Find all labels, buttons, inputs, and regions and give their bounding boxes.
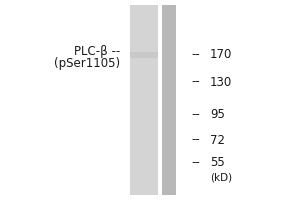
Text: 55: 55 — [210, 156, 225, 170]
Text: 95: 95 — [210, 108, 225, 121]
Text: (pSer1105): (pSer1105) — [54, 58, 120, 71]
Text: --: -- — [192, 134, 200, 146]
Bar — [130, 5, 158, 195]
Bar — [130, 52, 158, 58]
Text: --: -- — [192, 48, 200, 62]
Text: (kD): (kD) — [210, 173, 232, 183]
Text: 72: 72 — [210, 134, 225, 146]
Text: --: -- — [192, 75, 200, 88]
Text: PLC-β --: PLC-β -- — [74, 46, 120, 58]
Text: --: -- — [192, 156, 200, 170]
Bar — [162, 5, 176, 195]
Text: --: -- — [192, 108, 200, 121]
Text: 130: 130 — [210, 75, 232, 88]
Text: 170: 170 — [210, 48, 233, 62]
